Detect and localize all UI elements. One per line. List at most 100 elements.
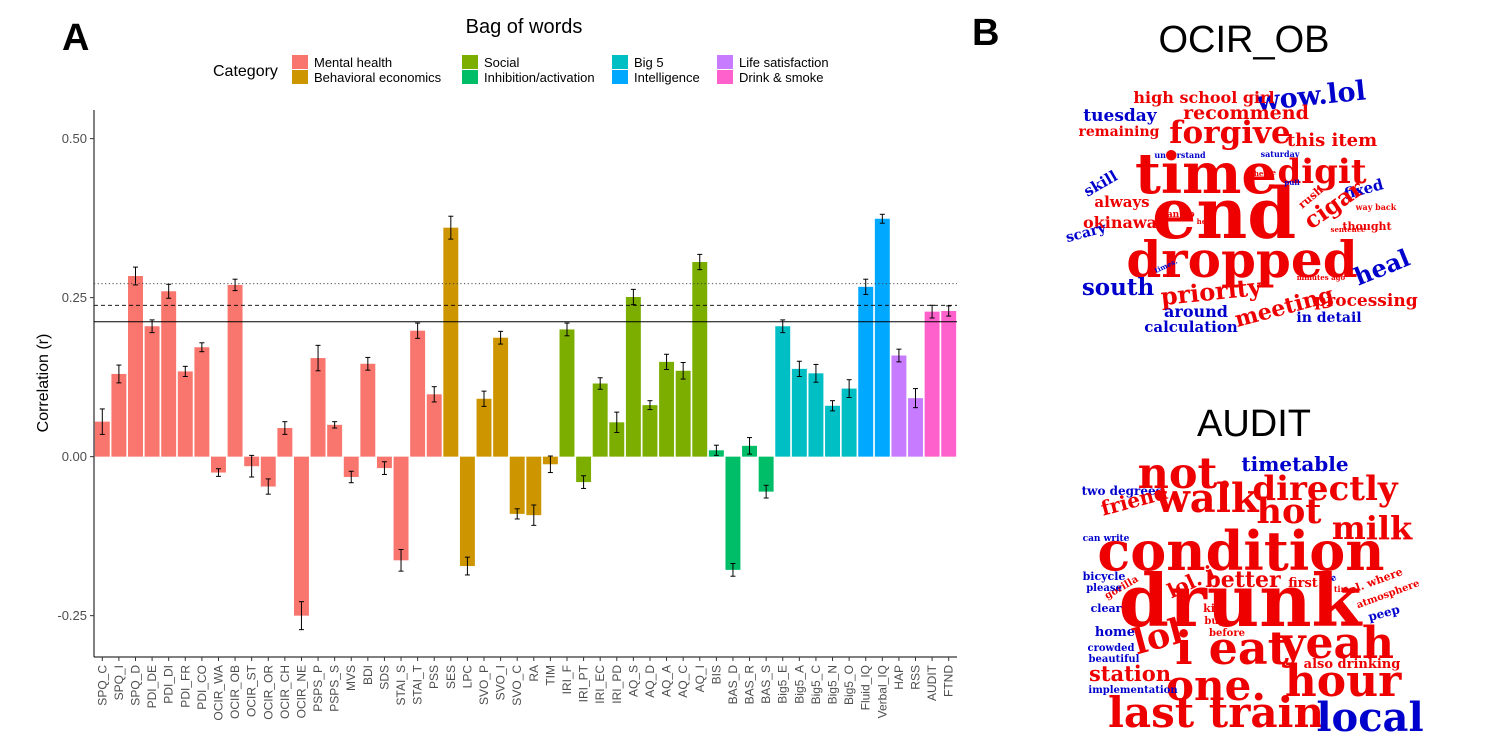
bar-mvs [343, 456, 359, 477]
cloud-word: me [1264, 168, 1276, 177]
y-tick-label: 0.50 [62, 131, 87, 146]
x-tick-label: Big5_O [842, 665, 856, 705]
cloud-word: minutes ago [1297, 273, 1346, 282]
error-bar [365, 356, 371, 371]
y-axis-label: Correlation (r) [35, 334, 52, 433]
cloud-word: two degrees [1082, 484, 1163, 498]
bar-stai-t [410, 330, 426, 457]
error-bar [664, 353, 670, 371]
bar-iri-f [559, 329, 575, 457]
cloud-word: in detail [1296, 310, 1361, 326]
error-bar [265, 478, 271, 495]
error-bar [215, 468, 221, 477]
error-bar [697, 253, 703, 271]
cloud-word: station [1089, 661, 1171, 686]
error-bar [315, 344, 321, 372]
legend-entry: Social [484, 55, 520, 70]
cloud-word: directly [1252, 469, 1399, 509]
cloud-word: processing [1314, 291, 1417, 311]
x-tick-label: OCIR_CH [278, 665, 292, 719]
cloud-word: remaining [1079, 124, 1160, 140]
error-bar [348, 470, 354, 484]
error-bar [581, 475, 587, 489]
bar-ocir-or [260, 456, 276, 487]
error-bar [680, 362, 686, 380]
cloud-word: walk [1154, 475, 1260, 522]
error-bar [630, 288, 636, 306]
bar-aq-s [625, 296, 641, 457]
bar-pdi-di [161, 291, 177, 457]
bar-ocir-ne [293, 456, 309, 616]
bar-stai-s [393, 456, 409, 561]
cloud-word: local [1316, 694, 1423, 741]
cloud-word: dropped [1126, 230, 1357, 289]
error-bar [249, 454, 255, 478]
x-tick-label: Big5_A [792, 665, 806, 704]
bar-bas-d [725, 456, 741, 570]
panel-a-label: A [62, 17, 89, 59]
cloud-word: one. [1166, 661, 1266, 710]
x-tick-label: STAI_T [411, 664, 425, 704]
cloud-word: also drinking [1304, 657, 1401, 672]
x-tick-label: Verbal_IQ [875, 665, 889, 718]
x-tick-label: BAS_R [743, 665, 757, 705]
x-tick-label: PSPS_S [328, 665, 342, 712]
cloud-word: sentence [1331, 225, 1367, 234]
x-tick-label: AQ_A [660, 665, 674, 697]
error-bar [747, 437, 753, 455]
bar-big5-c [808, 373, 824, 457]
bar-svo-c [509, 456, 525, 514]
error-bar [796, 360, 802, 378]
bar-fluid-iq [858, 286, 874, 457]
bar-big5-n [825, 405, 840, 457]
x-tick-label: OCIR_ST [245, 664, 259, 717]
cloud-word: recommend [1183, 102, 1309, 124]
x-tick-label: MVS [344, 665, 358, 691]
bar-svo-p [476, 398, 492, 457]
cloud-word: calculation [1144, 318, 1238, 336]
x-tick-label: SPQ_I [112, 665, 126, 700]
x-tick-label: BIS [709, 665, 723, 684]
x-tick-label: SDS [377, 665, 391, 690]
x-tick-label: BAS_D [726, 665, 740, 705]
x-tick-label: OCIR_OR [261, 665, 275, 720]
cloud-word: end [1152, 172, 1296, 255]
x-tick-label: PDI_DI [162, 665, 176, 704]
error-bar [879, 213, 885, 224]
bar-ocir-ch [277, 428, 293, 457]
x-tick-label: Fluid_IQ [859, 665, 873, 710]
error-bar [481, 390, 487, 407]
panel-b-label: B [972, 12, 999, 54]
cloud-word: digit [1277, 152, 1366, 192]
y-tick-label: 0.00 [62, 449, 87, 464]
cloud-word: i eat [1175, 621, 1290, 675]
error-bar [713, 444, 719, 456]
bar-hap [891, 355, 907, 457]
error-bar [531, 504, 537, 526]
error-bar [232, 278, 238, 292]
bar-spq-c [94, 421, 110, 457]
bar-ra [526, 456, 542, 516]
error-bar [431, 386, 437, 403]
error-bar [614, 411, 620, 433]
bar-psps-p [310, 358, 326, 457]
y-tick-label: -0.25 [57, 608, 87, 623]
error-bar [116, 364, 122, 384]
legend-swatch [462, 55, 478, 69]
error-bar [381, 461, 387, 475]
wordcloud-title: OCIR_OB [1158, 19, 1329, 61]
legend-title: Category [213, 63, 278, 80]
cloud-word: heal [1350, 243, 1414, 291]
error-bar [846, 379, 852, 398]
bar-big5-a [791, 368, 807, 457]
error-bar [597, 377, 603, 390]
cloud-word: can do [1161, 210, 1194, 220]
cloud-word: milk [1332, 509, 1413, 547]
chart-title: Bag of words [466, 16, 583, 38]
legend-swatch [717, 55, 733, 69]
error-bar [498, 330, 504, 345]
cloud-word: understand [1154, 150, 1206, 160]
bar-spq-d [128, 276, 143, 457]
bar-verbal-iq [874, 218, 890, 457]
